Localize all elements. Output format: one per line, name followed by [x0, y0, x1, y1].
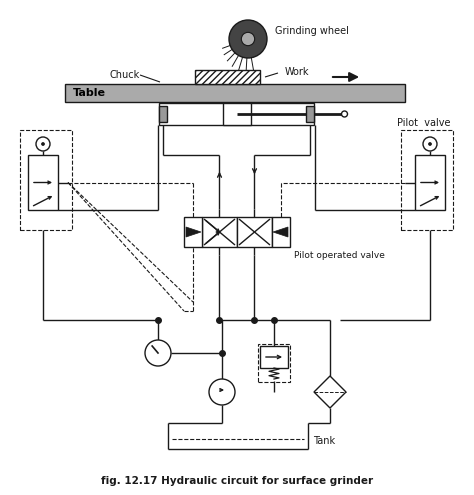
Circle shape [241, 32, 255, 46]
Polygon shape [273, 227, 288, 237]
Bar [65, 84, 405, 102]
Bar [401, 130, 453, 230]
Polygon shape [314, 376, 346, 408]
Text: Pilot operated valve: Pilot operated valve [294, 250, 385, 259]
Text: Chuck: Chuck [110, 70, 140, 80]
Text: fig. 12.17 Hydraulic circuit for surface grinder: fig. 12.17 Hydraulic circuit for surface… [101, 476, 373, 486]
Bar [184, 217, 202, 247]
Circle shape [145, 340, 171, 366]
Bar [307, 106, 315, 122]
Circle shape [428, 143, 431, 146]
Bar [260, 346, 288, 368]
Bar [224, 104, 250, 124]
Text: Table: Table [73, 88, 106, 98]
Circle shape [209, 379, 235, 405]
Text: Work: Work [285, 67, 310, 77]
Circle shape [36, 137, 50, 151]
Bar [415, 155, 445, 210]
Bar [159, 103, 315, 125]
Circle shape [229, 20, 267, 58]
Text: Pilot  valve: Pilot valve [397, 118, 450, 128]
Circle shape [42, 143, 45, 146]
Bar [223, 103, 251, 125]
Circle shape [341, 111, 347, 117]
Bar [202, 217, 237, 247]
Bar [272, 217, 290, 247]
Bar [195, 70, 260, 84]
Bar [28, 155, 58, 210]
Bar [20, 130, 72, 230]
Polygon shape [186, 227, 201, 237]
Text: Tank: Tank [313, 436, 335, 446]
Bar [237, 217, 272, 247]
Bar [258, 344, 290, 382]
Text: Grinding wheel: Grinding wheel [275, 26, 349, 36]
Circle shape [423, 137, 437, 151]
Bar [159, 106, 167, 122]
Bar [162, 105, 312, 123]
